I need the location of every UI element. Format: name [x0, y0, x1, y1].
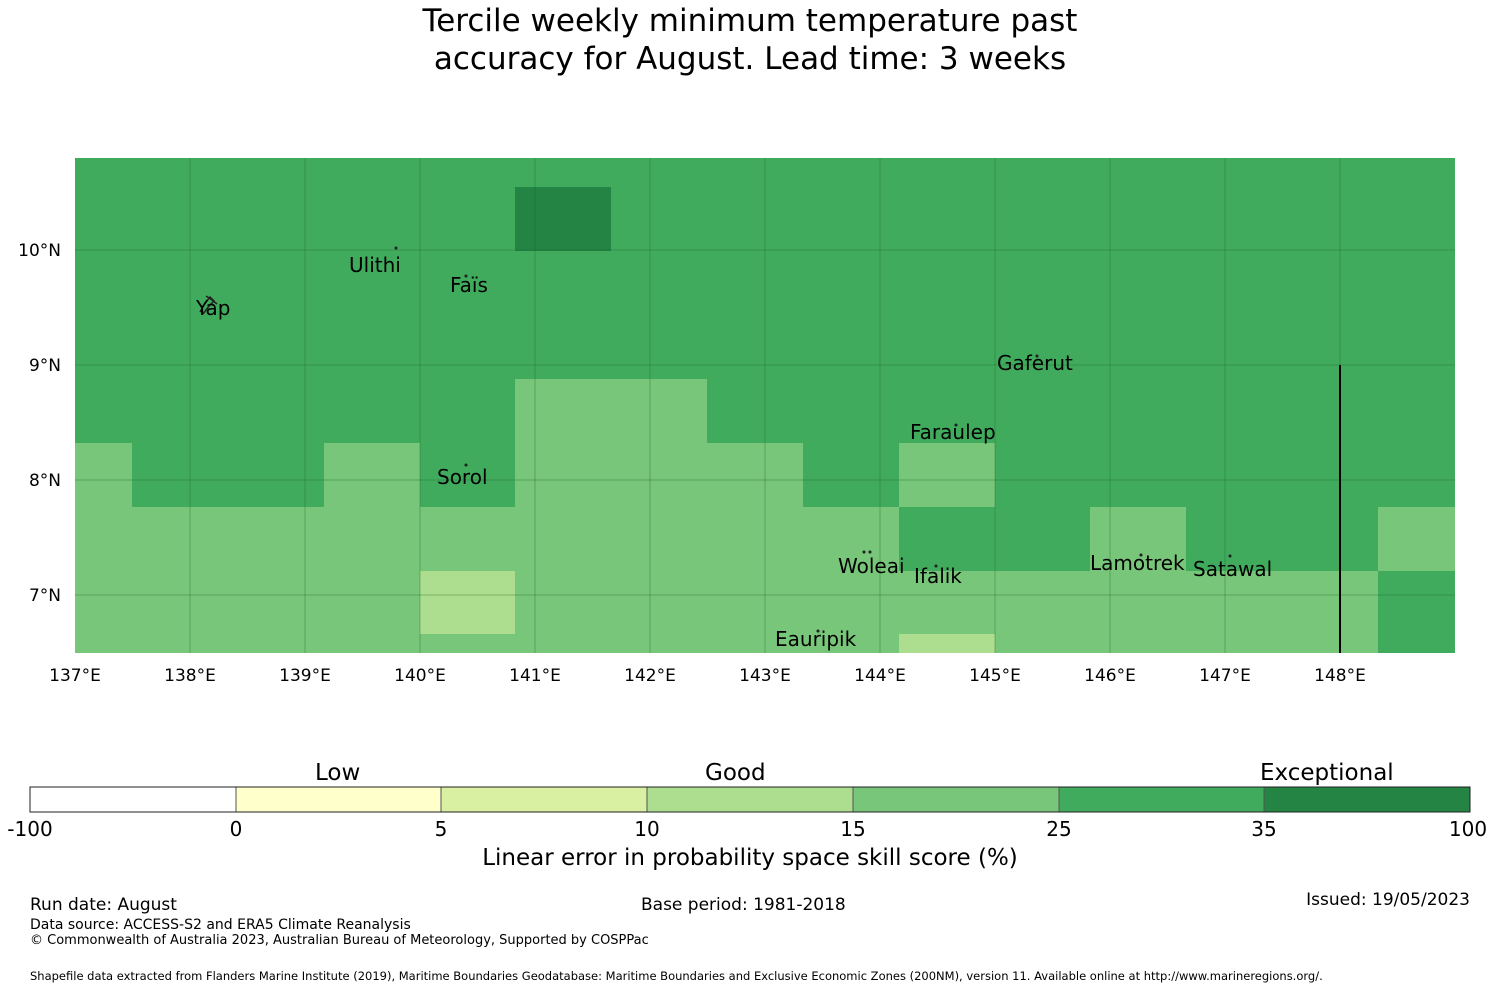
place-label-eauripik: Eauripik [775, 627, 857, 651]
shapefile-credit: Shapefile data extracted from Flanders M… [30, 969, 1323, 983]
lon-label: 143°E [739, 666, 791, 686]
colorbar-segment [441, 787, 647, 812]
colorbar-segment [30, 787, 236, 812]
place-label-satawal: Satawal [1193, 557, 1272, 581]
title-line-1: Tercile weekly minimum temperature past [422, 3, 1078, 39]
longitude-labels: 137°E 138°E 139°E 140°E 141°E 142°E 143°… [49, 666, 1366, 686]
chart-title: Tercile weekly minimum temperature past … [0, 2, 1500, 78]
place-label-lamotrek: Lamotrek [1090, 551, 1185, 575]
colorbar-segment [236, 787, 441, 812]
title-line-2: accuracy for August. Lead time: 3 weeks [433, 41, 1067, 77]
colorbar-tick: 100 [1448, 817, 1488, 841]
lat-label: 10°N [18, 241, 61, 261]
lat-label: 7°N [29, 586, 61, 606]
place-label-sorol: Sorol [437, 465, 488, 489]
colorbar-segment [647, 787, 853, 812]
skill-cells-15-25 [75, 379, 1455, 653]
lon-label: 141°E [509, 666, 561, 686]
colorbar-segment [853, 787, 1059, 812]
colorbar-tick: 10 [634, 817, 660, 841]
lon-label: 138°E [164, 666, 216, 686]
lon-label: 137°E [49, 666, 101, 686]
data-source: Data source: ACCESS-S2 and ERA5 Climate … [30, 917, 411, 933]
colorbar-tick: 5 [434, 817, 448, 841]
skill-cell-35-100 [515, 187, 611, 251]
colorbar-category-low: Low [315, 760, 361, 786]
skill-cells-10-15 [420, 571, 995, 653]
colorbar [29, 786, 1471, 813]
lat-label: 9°N [29, 356, 61, 376]
island-shapes [199, 246, 1232, 633]
colorbar-label: Linear error in probability space skill … [482, 845, 1018, 871]
run-date: Run date: August [30, 895, 177, 915]
place-label-faraulep: Faraulep [910, 420, 996, 444]
latitude-labels: 10°N 9°N 8°N 7°N [18, 241, 61, 606]
lon-label: 139°E [279, 666, 331, 686]
colorbar-segment [1059, 787, 1264, 812]
lon-label: 142°E [624, 666, 676, 686]
colorbar-tick: 35 [1251, 817, 1277, 841]
colorbar-category-exceptional: Exceptional [1260, 760, 1394, 786]
lon-label: 140°E [394, 666, 446, 686]
colorbar-category-good: Good [705, 760, 766, 786]
lon-label: 148°E [1314, 666, 1366, 686]
place-label-yap: Yap [195, 296, 230, 320]
issued-date: Issued: 19/05/2023 [1306, 890, 1470, 910]
colorbar-tick: 25 [1046, 817, 1072, 841]
colorbar-tick: 15 [840, 817, 866, 841]
lon-label: 147°E [1199, 666, 1251, 686]
place-label-gaferut: Gaferut [997, 351, 1073, 375]
colorbar-tick: 0 [229, 817, 243, 841]
lon-label: 145°E [969, 666, 1021, 686]
place-label-ifalik: Ifalik [914, 564, 962, 588]
place-label-fais: Faïs [450, 273, 488, 297]
colorbar-tick: -100 [7, 817, 53, 841]
place-labels: Yap Ulithi Faïs Gaferut Faraulep Sorol W… [195, 253, 1272, 651]
colorbar-segment [1264, 787, 1470, 812]
copyright: © Commonwealth of Australia 2023, Austra… [30, 933, 649, 948]
lon-label: 146°E [1084, 666, 1136, 686]
lat-label: 8°N [29, 471, 61, 491]
place-label-woleai: Woleai [838, 554, 905, 578]
base-period: Base period: 1981-2018 [641, 895, 846, 915]
place-label-ulithi: Ulithi [349, 253, 401, 277]
map-gridlines [75, 158, 1455, 653]
lon-label: 144°E [854, 666, 906, 686]
